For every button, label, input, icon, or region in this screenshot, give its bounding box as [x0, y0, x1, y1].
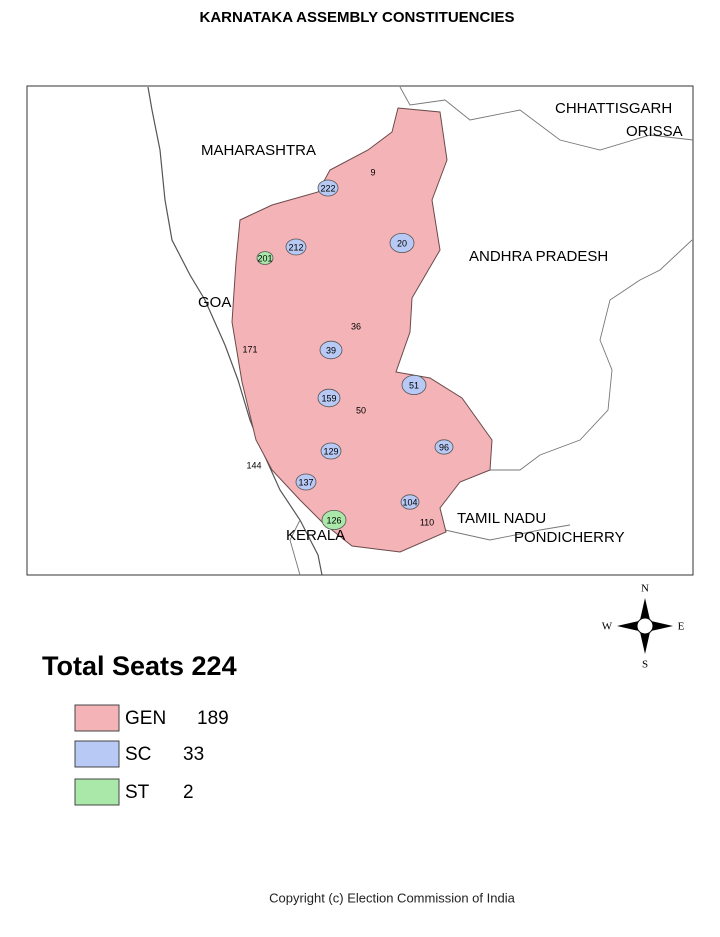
- region-label: KERALA: [286, 527, 345, 544]
- constituency-label: 9: [370, 167, 375, 177]
- legend-label: ST: [125, 782, 150, 803]
- constituency-label: 144: [246, 460, 261, 470]
- legend-swatch: [74, 740, 120, 768]
- constituency-patch: [400, 494, 420, 510]
- legend-swatch: [74, 778, 120, 806]
- compass-center: [636, 617, 654, 635]
- constituency-patch: [321, 509, 347, 530]
- constituency-patch: [319, 340, 343, 360]
- legend: GEN 189 SC 33 ST 2: [74, 704, 229, 806]
- constituency-patch: [389, 232, 415, 253]
- constituency-label: 104: [402, 497, 417, 507]
- constituency-patch: [320, 442, 342, 460]
- legend-label: SC: [125, 744, 151, 765]
- constituency-patch: [434, 439, 454, 455]
- constituency-label: 20: [397, 238, 407, 248]
- constituency-label: 51: [409, 380, 419, 390]
- map-frame: MAHARASHTRA CHHATTISGARH ORISSA ANDHRA PRAD…: [26, 85, 694, 576]
- constituency-patch: [317, 179, 339, 197]
- constituency-label: 36: [351, 321, 361, 331]
- constituency-patch: [401, 374, 427, 395]
- constituency-label: 159: [321, 393, 336, 403]
- state-border: [399, 86, 694, 151]
- legend-count: 189: [197, 708, 229, 729]
- constituency-patch: [295, 473, 317, 491]
- region-labels: MAHARASHTRA CHHATTISGARH ORISSA ANDHRA PRAD…: [198, 100, 683, 546]
- constituency-label: 137: [298, 477, 313, 487]
- constituency-label: 129: [323, 446, 338, 456]
- constituency-patch: [256, 251, 274, 265]
- state-border: [490, 239, 693, 471]
- compass-e: E: [678, 621, 685, 633]
- state-border: [444, 524, 571, 541]
- constituency-label: 50: [356, 405, 366, 415]
- compass: N E S W: [602, 583, 685, 671]
- coastline: [147, 86, 323, 576]
- map-title: KARNATAKA ASSEMBLY CONSTITUENCIES: [199, 9, 514, 26]
- region-label: CHHATTISGARH: [555, 100, 672, 117]
- legend-swatch: [74, 704, 120, 732]
- constituencies: 222 20 201 51 159 137 126 110 36 50 9 129 96 104 144 17…: [242, 167, 454, 530]
- constituency-label: 96: [439, 442, 449, 452]
- compass-n: N: [641, 583, 649, 595]
- constituency-label: 171: [242, 344, 257, 354]
- state-outline: [231, 107, 493, 553]
- constituency-label: 212: [288, 242, 303, 252]
- constituency-patch: [317, 388, 341, 408]
- legend-label: GEN: [125, 708, 166, 729]
- constituency-label: 201: [257, 253, 272, 263]
- region-label: PONDICHERRY: [514, 529, 625, 546]
- region-label: ORISSA: [626, 123, 683, 140]
- legend-title: Total Seats 224: [42, 651, 237, 681]
- compass-s: S: [642, 659, 648, 671]
- copyright: Copyright (c) Election Commission of Ind…: [269, 890, 515, 905]
- constituency-label: 126: [326, 515, 341, 525]
- constituency-label: 110: [420, 517, 434, 527]
- constituency-label: 39: [326, 345, 336, 355]
- legend-count: 2: [183, 782, 194, 803]
- legend-count: 33: [183, 744, 204, 765]
- region-label: ANDHRA PRADESH: [469, 248, 608, 265]
- region-label: MAHARASHTRA: [201, 142, 316, 159]
- compass-w: W: [602, 621, 613, 633]
- region-label: GOA: [198, 294, 231, 311]
- state-border: [289, 519, 301, 576]
- constituency-patch: [285, 238, 307, 256]
- region-label: TAMIL NADU: [457, 510, 546, 527]
- constituency-label: 222: [320, 183, 335, 193]
